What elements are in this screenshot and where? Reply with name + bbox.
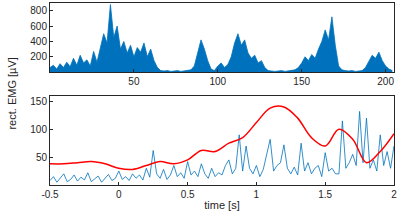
svg-text:100: 100 (30, 124, 47, 135)
svg-text:1: 1 (254, 189, 260, 200)
svg-text:rect. EMG [µV]: rect. EMG [µV] (6, 57, 18, 129)
svg-text:200: 200 (377, 76, 394, 87)
svg-text:100: 100 (209, 76, 226, 87)
svg-text:400: 400 (30, 36, 47, 47)
svg-text:time [s]: time [s] (204, 199, 239, 211)
svg-text:0.5: 0.5 (181, 189, 195, 200)
svg-text:2: 2 (391, 189, 397, 200)
svg-text:150: 150 (30, 96, 47, 107)
svg-text:50: 50 (128, 76, 140, 87)
svg-text:1.5: 1.5 (318, 189, 332, 200)
svg-text:50: 50 (36, 152, 48, 163)
svg-text:200: 200 (30, 51, 47, 62)
svg-text:-0.5: -0.5 (41, 189, 59, 200)
svg-text:600: 600 (30, 21, 47, 32)
svg-text:0: 0 (116, 189, 122, 200)
svg-text:150: 150 (293, 76, 310, 87)
svg-text:800: 800 (30, 5, 47, 16)
